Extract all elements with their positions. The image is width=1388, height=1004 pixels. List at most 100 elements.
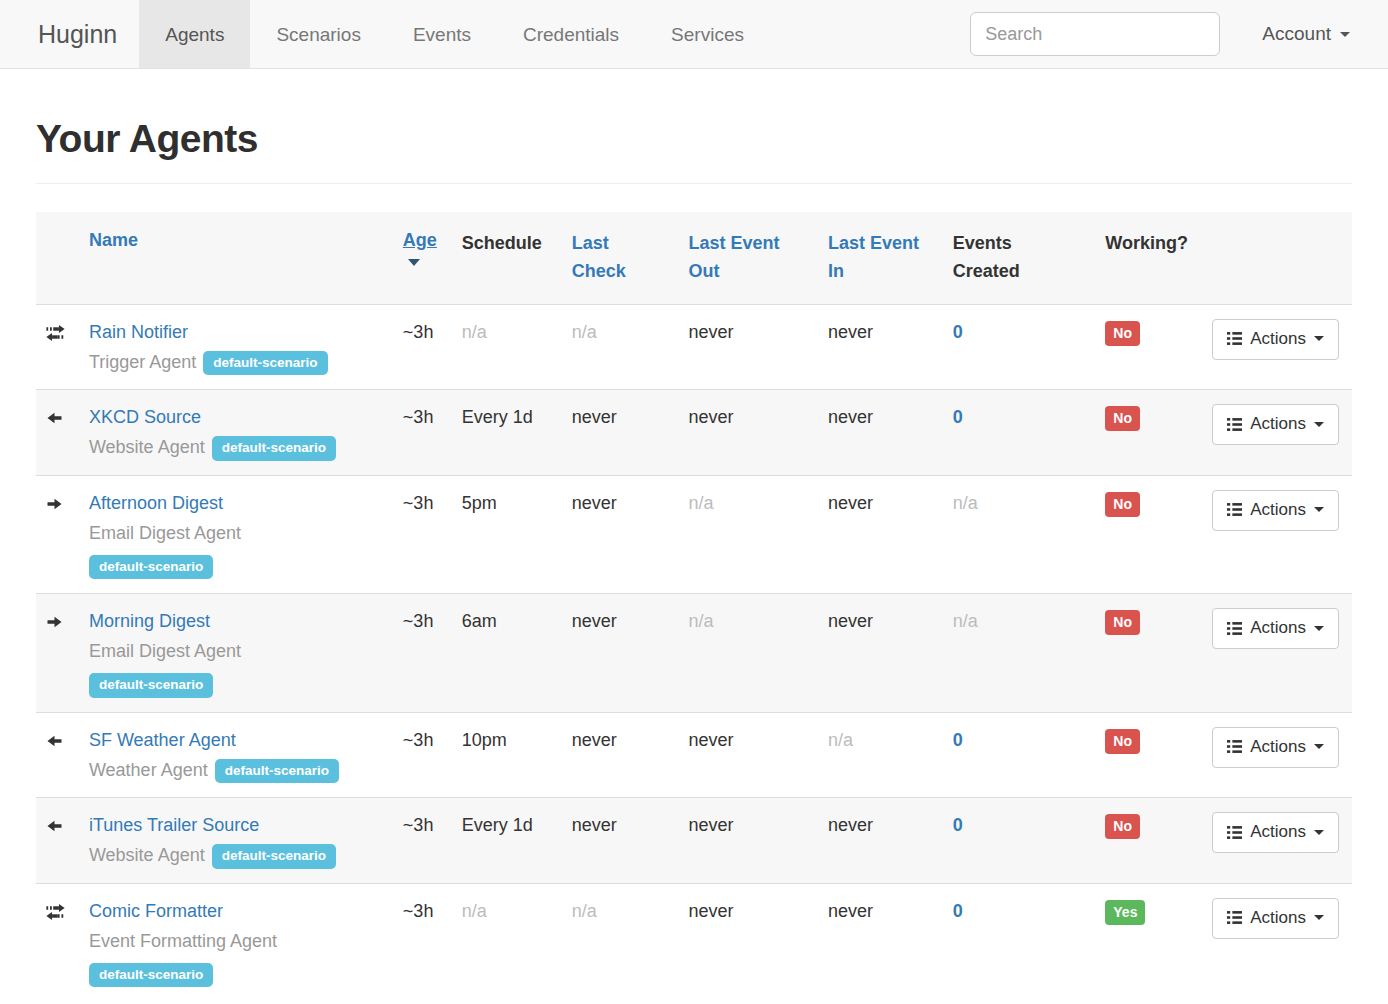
chevron-down-icon [1314,507,1324,512]
agent-type-label: Email Digest Agent [89,524,241,542]
actions-button[interactable]: Actions [1212,727,1339,768]
actions-button[interactable]: Actions [1212,404,1339,445]
events-created-link[interactable]: 0 [953,815,963,835]
actions-cell: Actions [1212,304,1352,390]
scenario-badge[interactable]: default-scenario [212,844,336,869]
agent-name-link[interactable]: Afternoon Digest [89,493,223,513]
actions-cell: Actions [1212,390,1352,476]
working-status-badge: No [1105,729,1140,754]
scenario-badge[interactable]: default-scenario [215,759,339,784]
agent-type-label: Website Agent [89,438,205,456]
header-actions-spacer [1212,212,1352,304]
actions-button[interactable]: Actions [1212,319,1339,360]
table-row: XKCD Source Website Agent default-scenari… [36,390,1352,476]
scenario-badge[interactable]: default-scenario [89,673,213,698]
last-event-in-cell: never [828,475,953,594]
actions-button-label: Actions [1250,329,1306,349]
schedule-cell: Every 1d [462,390,572,476]
account-dropdown[interactable]: Account [1220,23,1388,45]
nav-item-services[interactable]: Services [645,0,770,68]
actions-button[interactable]: Actions [1212,608,1339,649]
working-status-badge: Yes [1105,900,1145,925]
sort-last-event-in-link[interactable]: Last Event In [828,261,928,281]
agent-type-label: Event Formatting Agent [89,932,277,950]
scenario-badge[interactable]: default-scenario [89,555,213,580]
chevron-down-icon [1314,336,1324,341]
agent-name-cell: Rain Notifier Trigger Agentdefault-scena… [89,304,403,390]
right-arrow-icon [45,496,64,512]
events-created-link[interactable]: 0 [953,901,963,921]
header-last-event-in: Last Event In [828,212,953,304]
actions-button[interactable]: Actions [1212,812,1339,853]
chevron-down-icon [1314,830,1324,835]
actions-button[interactable]: Actions [1212,898,1339,939]
list-icon [1227,826,1242,839]
working-cell: No [1105,475,1212,594]
list-icon [1227,503,1242,516]
nav-item-scenarios[interactable]: Scenarios [250,0,387,68]
table-row: SF Weather Agent Weather Agentdefault-sc… [36,712,1352,798]
nav-item-events[interactable]: Events [387,0,497,68]
actions-button-label: Actions [1250,414,1306,434]
sort-last-event-out-link[interactable]: Last Event Out [688,261,788,281]
search-input[interactable] [970,12,1220,56]
left-arrow-icon [45,818,64,834]
chevron-down-icon [1314,626,1324,631]
events-created-link[interactable]: 0 [953,322,963,342]
age-cell: ~3h [403,798,462,884]
scenario-badge[interactable]: default-scenario [203,351,327,376]
working-status-badge: No [1105,814,1140,839]
working-cell: No [1105,798,1212,884]
last-event-in-cell: never [828,594,953,713]
agent-name-link[interactable]: XKCD Source [89,407,201,427]
agent-name-link[interactable]: iTunes Trailer Source [89,815,259,835]
agent-direction-cell [36,475,89,594]
header-schedule: Schedule [462,212,572,304]
last-event-in-cell: never [828,304,953,390]
events-created-cell: 0 [953,712,1106,798]
account-label: Account [1262,23,1331,45]
working-status-badge: No [1105,406,1140,431]
working-cell: Yes [1105,883,1212,1001]
actions-cell: Actions [1212,798,1352,884]
sort-name-link[interactable]: Name [89,230,138,250]
agent-name-link[interactable]: Rain Notifier [89,322,188,342]
actions-button[interactable]: Actions [1212,490,1339,531]
nav-item-agents[interactable]: Agents [139,0,250,68]
actions-button-label: Actions [1250,908,1306,928]
age-cell: ~3h [403,712,462,798]
last-check-cell: never [572,712,689,798]
agent-direction-cell [36,304,89,390]
left-arrow-icon [45,410,64,426]
last-check-cell: never [572,390,689,476]
brand-huginn[interactable]: Huginn [0,0,139,68]
working-cell: No [1105,712,1212,798]
working-cell: No [1105,390,1212,476]
agent-name-cell: SF Weather Agent Weather Agentdefault-sc… [89,712,403,798]
sort-last-check-link[interactable]: Last Check [572,261,634,281]
nav-item-credentials[interactable]: Credentials [497,0,645,68]
actions-cell: Actions [1212,712,1352,798]
working-status-badge: No [1105,610,1140,635]
agent-type-label: Website Agent [89,846,205,864]
last-event-out-cell: never [688,712,828,798]
table-row: iTunes Trailer Source Website Agent defau… [36,798,1352,884]
list-icon [1227,622,1242,635]
events-created-cell: 0 [953,883,1106,1001]
agent-name-link[interactable]: SF Weather Agent [89,730,236,750]
scenario-badge[interactable]: default-scenario [89,963,213,988]
scenario-badge[interactable]: default-scenario [212,436,336,461]
agent-name-cell: Comic Formatter Event Formatting Agent d… [89,883,403,1001]
events-created-link[interactable]: 0 [953,730,963,750]
agent-name-link[interactable]: Morning Digest [89,611,210,631]
agent-name-link[interactable]: Comic Formatter [89,901,223,921]
last-event-out-cell: n/a [688,475,828,594]
working-cell: No [1105,594,1212,713]
events-created-link[interactable]: 0 [953,407,963,427]
sort-direction-icon [408,259,420,266]
list-icon [1227,332,1242,345]
last-event-out-cell: never [688,390,828,476]
sort-age-link[interactable]: Age [403,230,437,250]
left-arrow-icon [45,733,64,749]
last-event-in-cell: never [828,390,953,476]
